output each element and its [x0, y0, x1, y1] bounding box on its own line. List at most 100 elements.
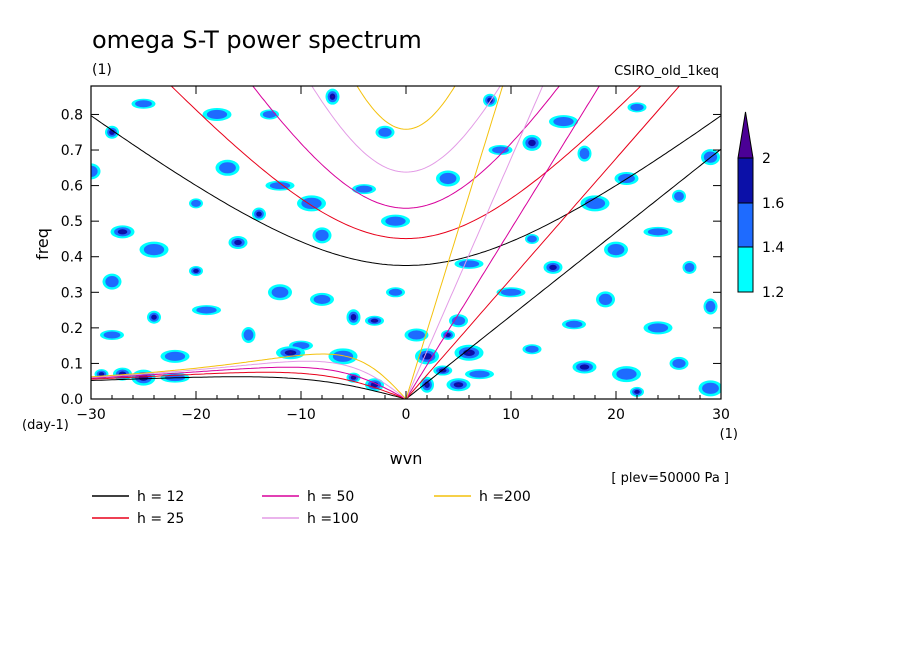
power-blob: [525, 233, 539, 244]
dispersion-curve-group: [91, 86, 600, 399]
y-tick-label: 0.6: [61, 179, 83, 195]
power-blob-level: [388, 288, 403, 296]
dispersion-curve-group: [91, 86, 544, 399]
legend-label: h = 25: [137, 511, 184, 527]
power-blob: [325, 88, 340, 105]
power-blob: [446, 378, 471, 392]
power-blob: [268, 284, 292, 301]
colorbar-arrow: [737, 111, 754, 159]
power-blob: [312, 227, 332, 244]
dispersion-curves: [91, 86, 721, 399]
power-blob: [643, 321, 673, 335]
power-blob-level: [525, 345, 539, 353]
power-blob-level: [135, 100, 152, 108]
power-blob-level: [584, 197, 606, 209]
colorbar-label: 1.4: [762, 240, 784, 256]
power-blob: [449, 314, 468, 328]
power-blob: [404, 328, 429, 342]
power-blob-level: [634, 389, 640, 394]
x-axis-label: wvn: [390, 449, 423, 468]
legend-label: h =200: [479, 489, 531, 505]
x-tick-label: 10: [502, 407, 520, 423]
x-tick-label: 20: [607, 407, 625, 423]
power-blob-level: [630, 103, 644, 111]
plev-note: [ plev=50000 Pa ]: [611, 471, 729, 486]
y-unit-label: (day-1): [22, 418, 69, 433]
y-tick-label: 0.0: [61, 392, 83, 408]
power-blob: [672, 189, 686, 203]
x-tick-label: 30: [712, 407, 730, 423]
power-blob-level: [355, 185, 373, 193]
power-blob-level: [527, 235, 537, 243]
colorbar-segment: [737, 157, 754, 204]
power-blob: [131, 98, 156, 109]
power-blob-level: [408, 330, 425, 340]
chart-subtitle-left: (1): [92, 62, 112, 78]
power-blob: [202, 107, 232, 121]
colorbar: 1.2 1.4 1.6 2: [737, 111, 784, 301]
y-tick-label: 0.4: [61, 250, 83, 266]
power-blob-level: [647, 323, 669, 333]
power-blob-level: [313, 294, 331, 304]
power-blob-level: [191, 199, 201, 207]
power-blob: [627, 102, 647, 113]
power-blob: [465, 369, 494, 380]
power-blob-level: [439, 172, 457, 185]
power-blob-level: [565, 320, 583, 328]
kelvin-curve: [405, 86, 600, 399]
power-blob: [252, 207, 266, 221]
power-blob-level: [271, 286, 289, 298]
y-axis-label: freq: [33, 228, 52, 260]
power-blob-level: [193, 268, 199, 273]
power-blob-level: [103, 331, 121, 339]
power-blob: [310, 292, 334, 306]
power-blob: [386, 287, 405, 298]
power-blob-level: [91, 165, 98, 177]
colorbar-segment: [737, 202, 754, 248]
power-blob-level: [262, 110, 277, 118]
power-blob: [215, 159, 240, 176]
power-blob-level: [553, 117, 574, 127]
x-tick-label: −30: [76, 407, 106, 423]
power-blob-level: [332, 350, 354, 362]
rossby-curve: [91, 371, 407, 399]
power-blob: [265, 180, 295, 191]
power-blob-level: [672, 358, 686, 368]
power-blob-level: [256, 211, 262, 217]
power-blob-level: [500, 288, 522, 296]
power-blob: [604, 241, 628, 258]
power-blob-level: [315, 229, 329, 241]
power-blob: [105, 125, 119, 139]
power-blob: [365, 315, 384, 326]
kelvin-curve: [405, 148, 721, 399]
chart-subtitle-right: CSIRO_old_1keq: [614, 64, 719, 79]
power-blob: [562, 319, 586, 330]
y-axis-ticks: 0.0 0.1 0.2 0.3 0.4 0.5 0.6 0.7 0.8: [61, 107, 721, 408]
power-blob-level: [350, 313, 357, 321]
power-blob-level: [469, 370, 490, 378]
power-blob: [703, 298, 718, 315]
power-blob: [698, 380, 721, 397]
power-blob: [381, 214, 410, 228]
kelvin-curve: [405, 86, 504, 399]
power-blob: [228, 236, 248, 249]
y-tick-label: 0.5: [61, 214, 83, 230]
x-unit-label: (1): [720, 427, 738, 442]
kelvin-curve: [405, 86, 544, 399]
power-blob-level: [234, 239, 242, 246]
power-blob: [483, 93, 497, 107]
power-blob: [346, 309, 361, 326]
power-blob: [297, 195, 326, 212]
power-blob: [102, 273, 122, 290]
power-blob-level: [492, 146, 509, 154]
power-blob: [433, 365, 453, 376]
inertia-gravity-curve: [170, 86, 642, 240]
power-blob: [682, 260, 697, 274]
power-blob: [630, 386, 644, 397]
power-blob: [241, 326, 256, 343]
legend-label: h = 50: [307, 489, 354, 505]
chart-title: omega S-T power spectrum: [92, 26, 422, 54]
y-tick-label: 0.1: [61, 356, 83, 372]
legend-label: h = 12: [137, 489, 184, 505]
